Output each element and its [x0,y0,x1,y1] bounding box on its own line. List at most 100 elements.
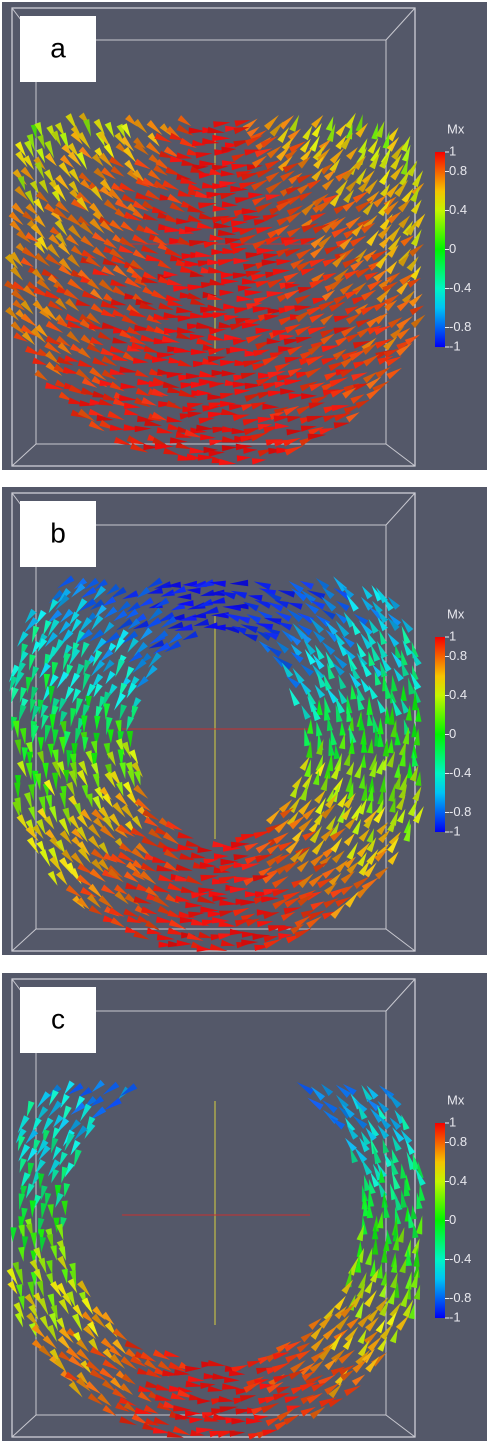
arrow [284,248,302,257]
arrow [389,809,399,826]
arrow [400,1163,407,1179]
arrow [352,818,362,835]
arrow [135,676,149,689]
arrow [85,1381,102,1395]
arrow [261,1402,280,1414]
arrow [363,1330,379,1345]
arrow [330,903,346,919]
arrow [51,1127,61,1142]
arrow [296,248,313,260]
arrow [312,193,329,208]
arrow [143,1404,159,1414]
arrow [211,369,228,377]
arrow [33,1268,43,1284]
arrow [367,785,374,802]
arrow [151,388,169,397]
arrow [142,809,160,821]
arrow [346,1125,359,1140]
arrow [370,145,381,163]
arrow [302,806,317,820]
arrow [93,683,103,698]
arrow [170,254,186,262]
colorbar-tick-label: -0.4 [449,280,471,295]
arrow [231,153,247,162]
arrow [231,427,248,435]
arrow [307,1097,324,1111]
arrow [79,808,93,822]
arrow [70,707,77,727]
arrow [239,1395,257,1402]
arrow [133,142,149,156]
arrow [197,846,213,853]
arrow [393,667,404,682]
arrow [56,870,68,886]
arrow [135,192,155,201]
arrow [296,1342,311,1353]
colorbar-tick-label: 1 [449,143,456,158]
arrow [401,144,411,162]
arrow [87,278,101,291]
arrow [212,841,231,848]
arrow [372,1145,382,1165]
arrow [110,166,125,177]
arrow [273,415,291,422]
box-edge [385,1414,416,1438]
arrow [296,612,314,624]
arrow [55,200,70,214]
arrow [197,454,217,461]
arrow [58,1246,66,1261]
arrow [308,402,325,409]
arrow [277,590,296,598]
arrow [264,314,280,321]
arrow [223,334,243,341]
arrow [297,893,315,907]
arrow [191,139,207,147]
arrow [361,1348,375,1364]
arrow [232,907,250,917]
arrow [68,769,78,788]
arrow [136,586,151,599]
arrow [274,600,289,609]
arrow [310,1086,326,1101]
arrow [352,191,369,203]
arrow [364,1290,377,1308]
arrow [379,153,389,169]
arrow [189,333,205,341]
arrow [185,1410,202,1417]
arrow [115,1402,130,1412]
arrow [21,246,39,260]
arrow [361,170,375,185]
arrow [334,752,342,772]
arrow [76,897,90,910]
arrow [329,158,341,173]
colorbar-tick-label: 0 [449,726,456,741]
arrow [356,842,371,858]
arrow [354,1254,362,1273]
arrow [412,806,424,824]
arrow [262,872,277,884]
box-edge [385,492,416,526]
arrow [219,359,237,367]
arrow [198,212,216,220]
arrow [290,258,305,270]
box-edge [11,928,37,952]
arrow [179,917,199,924]
arrow [126,915,142,924]
arrow [203,1415,220,1422]
arrow [103,621,115,635]
arrow [333,294,348,305]
arrow [172,1425,191,1436]
arrow [233,876,253,884]
arrow [263,253,280,260]
arrow [91,752,98,771]
arrow [354,1146,368,1163]
arrow [262,1429,279,1437]
arrow [91,1313,107,1329]
arrow [345,773,352,793]
arrow [300,663,314,677]
arrow [34,240,45,254]
arrow [185,1365,202,1373]
arrow [92,357,109,367]
arrow [167,193,184,205]
arrow [168,1361,187,1372]
